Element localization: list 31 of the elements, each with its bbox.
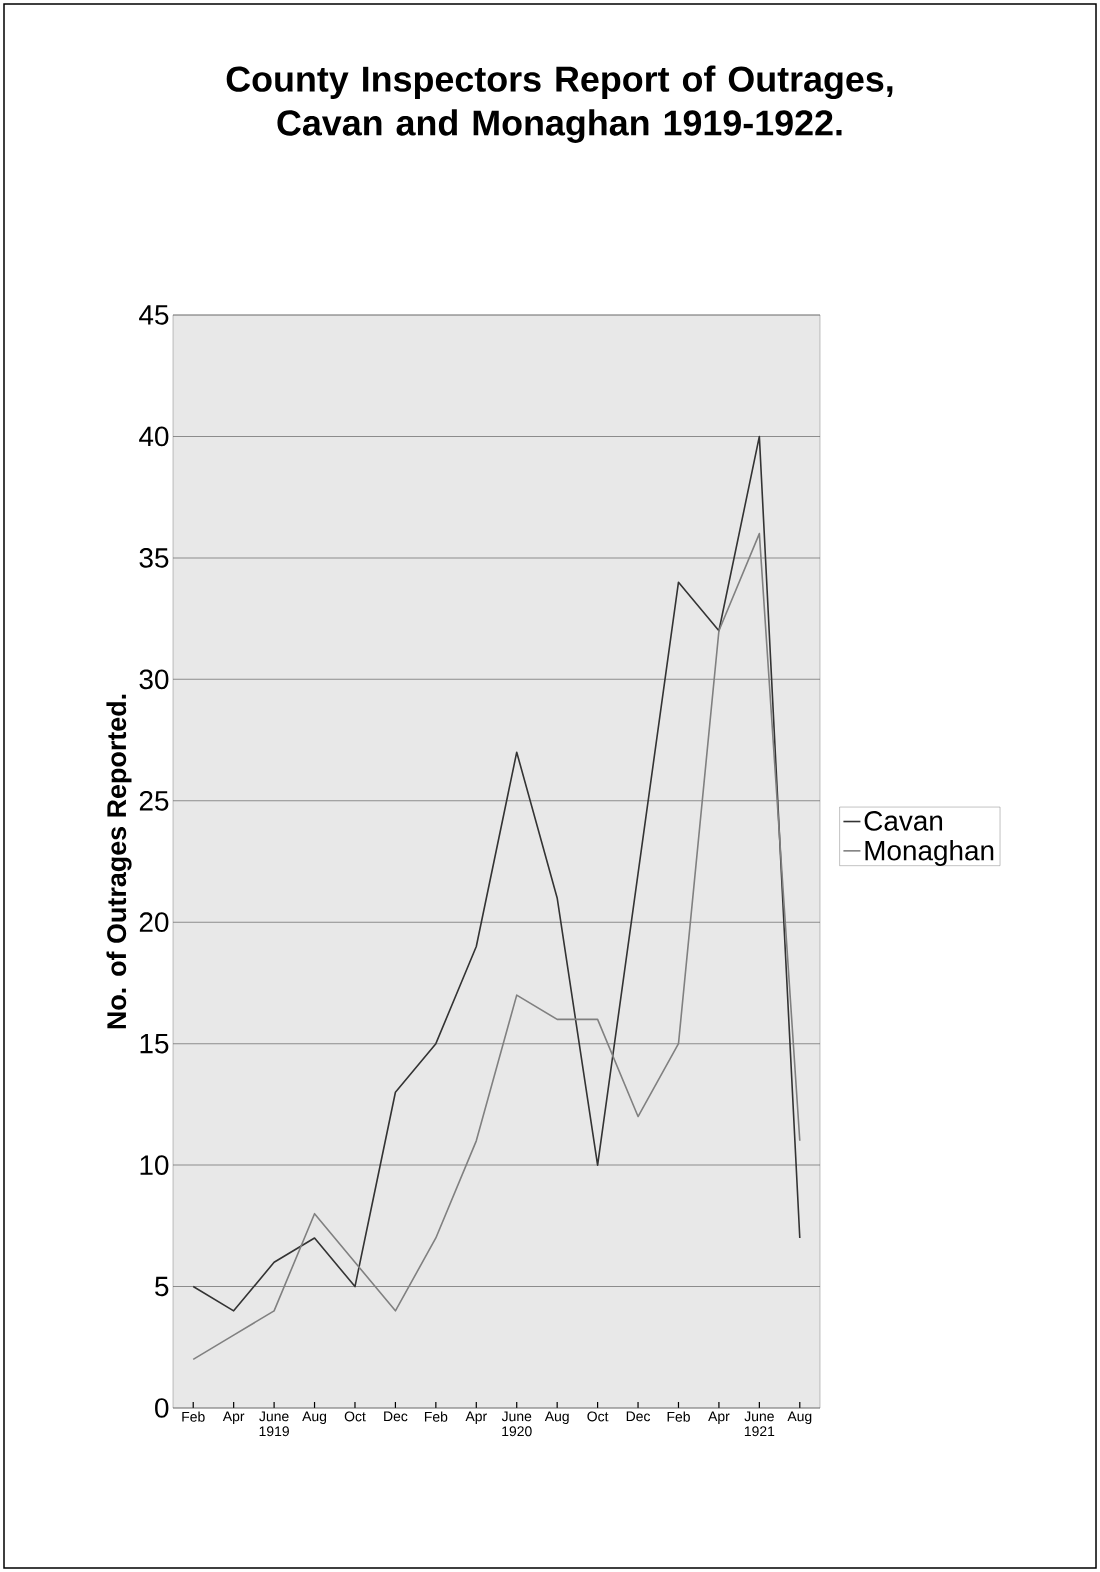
x-tick-label: Feb bbox=[667, 1411, 690, 1422]
y-tick-label: 40 bbox=[139, 426, 169, 447]
y-tick-label: 25 bbox=[139, 790, 169, 811]
y-tick-label: 5 bbox=[155, 1276, 169, 1297]
y-tick-label: 45 bbox=[139, 305, 169, 325]
y-tick-label: 35 bbox=[139, 548, 169, 568]
x-tick-label: Aug bbox=[787, 1411, 812, 1424]
x-tick-label: Apr bbox=[222, 1411, 245, 1424]
y-tick-label: 30 bbox=[139, 669, 169, 690]
x-tick-label: Feb bbox=[182, 1411, 205, 1422]
y-tick-label: 20 bbox=[139, 912, 169, 933]
x-tick-label: June 1920 bbox=[501, 1411, 532, 1437]
x-tick-label: Apr bbox=[708, 1411, 730, 1424]
x-tick-label: Oct bbox=[587, 1411, 609, 1422]
x-tick-label: Dec bbox=[384, 1411, 408, 1422]
chart-title: County Inspectors Report of Outrages, Cavan and Monaghan 1919-1922. bbox=[226, 65, 893, 143]
y-tick-label: 10 bbox=[140, 1155, 169, 1175]
y-tick-label: 0 bbox=[155, 1398, 169, 1418]
x-tick-label: June 1921 bbox=[744, 1411, 775, 1437]
line-series bbox=[192, 435, 801, 1312]
x-tick-label: Oct bbox=[344, 1411, 366, 1422]
x-tick-label: Apr bbox=[465, 1411, 487, 1424]
x-tick-label: Aug bbox=[302, 1411, 327, 1424]
x-tick-label: Aug bbox=[544, 1411, 569, 1424]
x-tick-label: June 1919 bbox=[259, 1411, 289, 1437]
y-axis-title: No. of Outrages Reported. bbox=[106, 694, 132, 1029]
x-tick-label: Dec bbox=[626, 1411, 651, 1422]
legend-label: Monaghan bbox=[865, 840, 994, 866]
y-tick-label: 15 bbox=[140, 1033, 169, 1054]
legend-label: Cavan bbox=[864, 811, 943, 831]
x-tick-label: Feb bbox=[424, 1411, 448, 1422]
